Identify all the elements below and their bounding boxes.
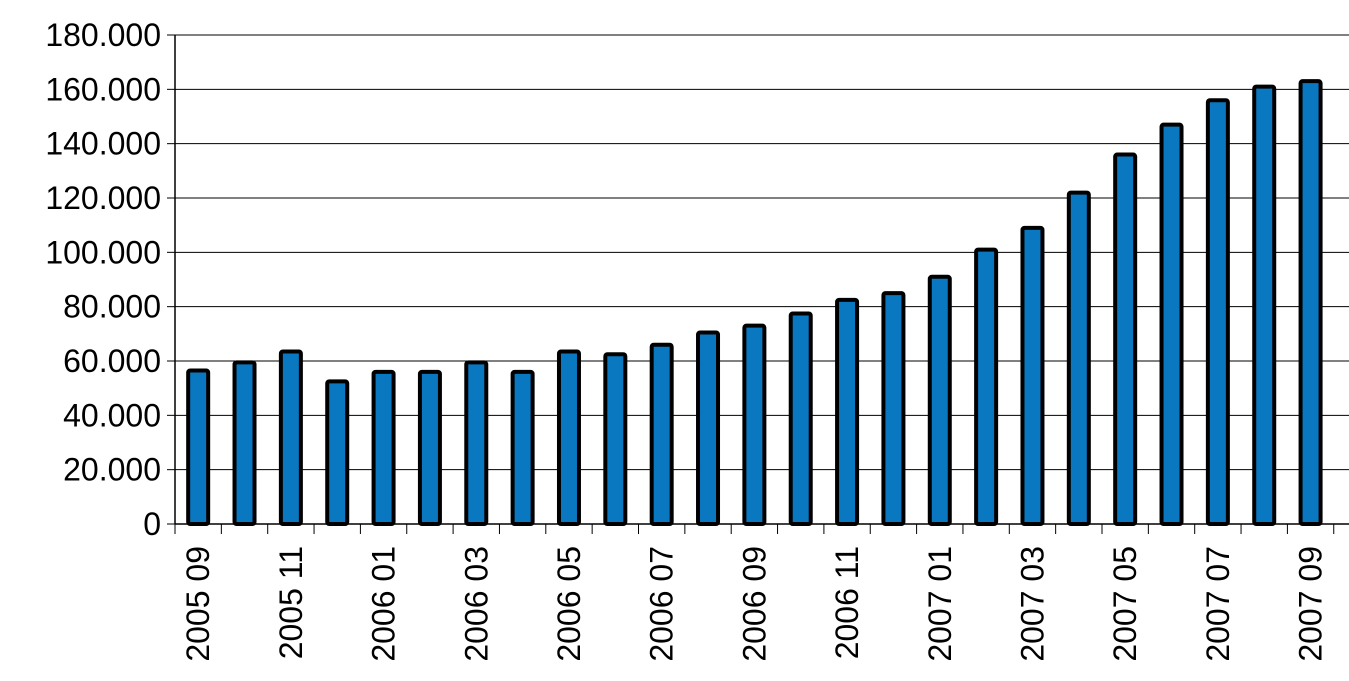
- x-tick-label: 2006 05: [551, 546, 587, 662]
- bar-2006-12: [881, 291, 906, 527]
- x-tick-label: 2006 01: [366, 546, 402, 662]
- x-tick-label: 2006 11: [829, 546, 865, 659]
- x-tick-label: 2006 03: [458, 546, 494, 662]
- bar-2006-05: [556, 349, 581, 526]
- bar-2007-01: [927, 274, 952, 526]
- bar-2007-03: [1020, 225, 1045, 526]
- x-axis-tick-labels: 2005 09 2005 11 2006 01 2006 03 2006 05 2006 …: [180, 546, 1328, 662]
- y-tick-label: 160.000: [45, 71, 161, 107]
- x-tick-label: 2006 07: [644, 546, 680, 662]
- bar-2006-07: [649, 342, 674, 527]
- y-tick-label: 140.000: [45, 126, 161, 162]
- x-tick-label: 2007 03: [1014, 546, 1050, 662]
- x-tick-label: 2007 09: [1293, 546, 1329, 662]
- x-tick-label: 2007 07: [1200, 546, 1236, 662]
- y-tick-label: 0: [143, 506, 161, 542]
- x-tick-label: 2006 09: [736, 546, 772, 662]
- bar-2007-04: [1066, 190, 1091, 526]
- bar-2005-10: [232, 360, 257, 526]
- bar-2006-02: [417, 369, 442, 526]
- bar-2005-11: [278, 349, 303, 526]
- bar-2005-12: [325, 379, 350, 526]
- bar-2006-11: [835, 297, 860, 526]
- y-tick-label: 20.000: [63, 452, 161, 488]
- x-tick-label: 2007 05: [1107, 546, 1143, 662]
- bar-2007-06: [1159, 122, 1184, 527]
- bars: [186, 79, 1323, 527]
- bar-2007-09: [1298, 79, 1323, 527]
- y-tick-label: 60.000: [63, 343, 161, 379]
- bar-2006-09: [742, 323, 767, 526]
- y-tick-label: 40.000: [63, 397, 161, 433]
- bar-2006-01: [371, 369, 396, 526]
- y-tick-label: 180.000: [45, 17, 161, 53]
- bar-2006-10: [788, 311, 813, 527]
- x-tick-label: 2005 09: [180, 546, 216, 662]
- x-tick-label: 2005 11: [273, 546, 309, 659]
- y-tick-label: 100.000: [45, 234, 161, 270]
- bar-2005-09: [186, 368, 211, 526]
- bar-2006-04: [510, 369, 535, 526]
- y-tick-label: 80.000: [63, 289, 161, 325]
- bar-2006-03: [464, 360, 489, 526]
- bar-2007-07: [1205, 98, 1230, 526]
- bar-2007-02: [974, 247, 999, 526]
- bar-2007-05: [1113, 152, 1138, 527]
- y-axis-tick-labels: 0 20.000 40.000 60.000 80.000 100.000 120.000 1…: [45, 17, 161, 542]
- bar-2006-06: [603, 352, 628, 527]
- bar-2007-08: [1252, 84, 1277, 526]
- bar-2006-08: [696, 330, 721, 526]
- y-tick-label: 120.000: [45, 180, 161, 216]
- x-tick-label: 2007 01: [922, 546, 958, 662]
